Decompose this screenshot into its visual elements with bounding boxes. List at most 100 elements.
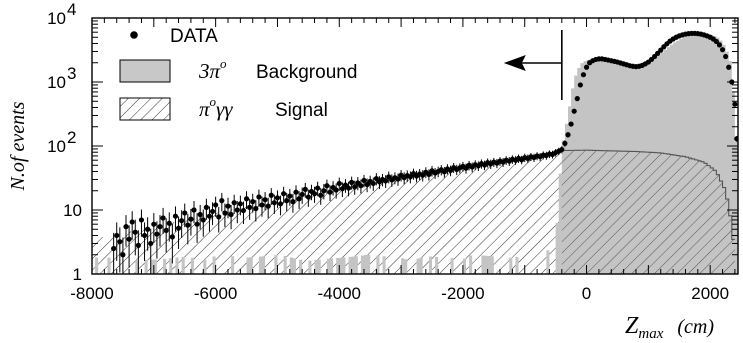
cut-arrow	[503, 30, 563, 100]
data-point	[123, 224, 129, 230]
data-point	[132, 229, 138, 235]
data-point	[352, 184, 358, 190]
y-tick-label: 10	[47, 9, 66, 28]
data-point	[138, 217, 145, 223]
data-point	[213, 202, 219, 208]
x-tick-labels: -8000 -6000 -4000 -2000 0 2000	[70, 284, 729, 303]
data-point	[565, 132, 571, 138]
data-point	[225, 203, 231, 209]
legend-data-marker	[130, 31, 138, 39]
data-point	[206, 213, 213, 219]
data-point	[237, 201, 243, 207]
x-axis-label-sub: max	[638, 326, 663, 342]
data-point	[577, 82, 583, 88]
data-point	[126, 236, 132, 242]
data-point	[262, 197, 268, 203]
data-point	[117, 239, 123, 245]
data-point	[197, 211, 203, 218]
data-point	[219, 198, 225, 204]
data-point	[296, 196, 302, 202]
data-point	[318, 192, 324, 198]
data-point	[114, 232, 120, 239]
legend-background-swatch	[119, 59, 171, 83]
data-point	[185, 222, 191, 228]
data-point	[383, 178, 389, 184]
arrow-head	[503, 55, 526, 71]
data-point	[734, 136, 738, 142]
data-point	[373, 175, 379, 182]
data-point	[287, 193, 293, 199]
legend-signal-label: Signal	[275, 100, 328, 121]
data-point	[160, 215, 166, 221]
data-point	[361, 177, 367, 184]
data-point	[333, 187, 339, 193]
data-point	[157, 224, 163, 230]
data-point	[726, 64, 732, 70]
data-series	[111, 30, 738, 274]
x-tick-label: -6000	[194, 284, 237, 303]
data-point	[284, 198, 290, 204]
data-point	[290, 199, 296, 205]
data-point	[349, 179, 355, 185]
data-point	[299, 191, 305, 198]
data-point	[315, 185, 321, 191]
data-point	[345, 185, 352, 191]
data-point	[305, 194, 311, 200]
data-point	[172, 213, 179, 219]
data-point	[240, 207, 247, 214]
background-series	[95, 33, 738, 274]
data-point	[268, 192, 274, 198]
data-point	[336, 180, 342, 187]
data-point	[175, 225, 182, 231]
signal-outline	[561, 149, 735, 241]
data-point	[719, 47, 726, 53]
x-tick-label: -8000	[70, 284, 113, 303]
data-point	[426, 171, 432, 177]
data-point	[234, 207, 240, 213]
data-point	[395, 176, 401, 182]
data-point	[179, 218, 185, 224]
data-point	[571, 108, 577, 114]
data-point	[182, 210, 188, 216]
data-point	[247, 204, 253, 210]
data-point	[256, 194, 262, 200]
data-point	[281, 191, 287, 197]
data-point	[559, 146, 565, 153]
data-point	[194, 221, 200, 227]
data-point	[311, 191, 318, 197]
data-point	[253, 206, 259, 212]
data-point	[574, 96, 580, 102]
x-tick-label: -4000	[318, 284, 361, 303]
data-point	[200, 217, 206, 223]
data-point	[166, 220, 172, 226]
data-point	[324, 183, 330, 189]
data-point	[732, 101, 738, 107]
y-tick-label: 1	[73, 265, 82, 284]
legend-data-label: DATA	[170, 26, 218, 47]
data-point	[222, 210, 228, 216]
data-point	[713, 38, 719, 45]
data-point	[583, 64, 590, 70]
data-point	[129, 219, 135, 225]
y-tick-exponent: 4	[67, 0, 76, 19]
data-point	[321, 188, 327, 194]
plot-area	[92, 30, 738, 274]
data-point	[154, 231, 160, 237]
data-point	[169, 234, 175, 240]
data-point	[277, 201, 284, 207]
y-tick-label: 10	[63, 201, 82, 220]
data-point	[716, 42, 723, 48]
data-point	[293, 189, 299, 195]
y-tick-exponent: 2	[67, 128, 76, 147]
data-point	[274, 195, 281, 201]
data-point	[203, 204, 209, 210]
axis-ticks	[91, 18, 738, 275]
data-point	[145, 226, 151, 232]
data-point	[562, 140, 568, 146]
y-axis-label: N.of events	[7, 101, 29, 191]
data-point	[580, 72, 587, 78]
data-point	[163, 227, 169, 234]
x-tick-label: 0	[582, 284, 591, 303]
